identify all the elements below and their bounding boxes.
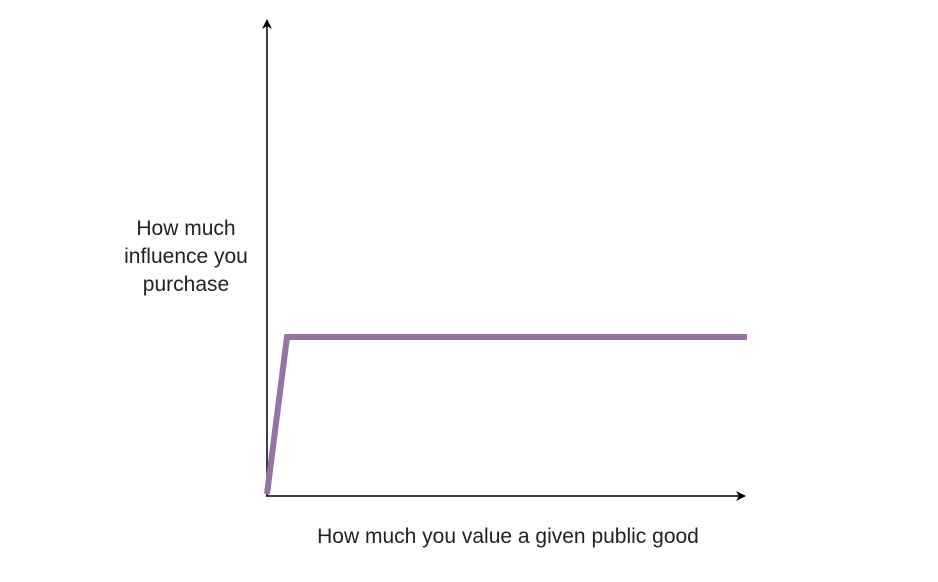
- y-axis-label: How much influence you purchase: [124, 217, 248, 296]
- x-axis-label: How much you value a given public good: [317, 525, 699, 548]
- curve: [264, 334, 747, 495]
